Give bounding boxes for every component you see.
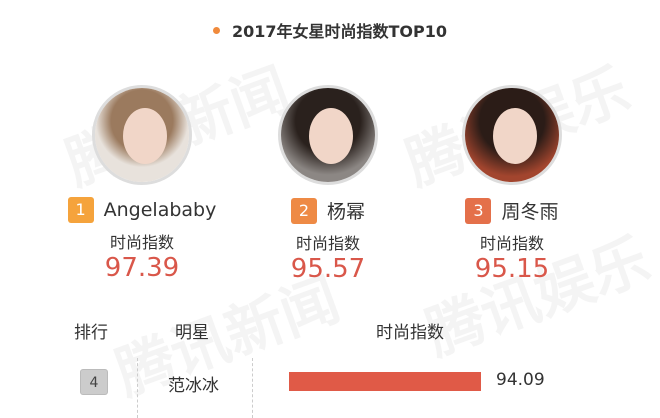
rank-badge: 4 (80, 369, 108, 395)
divider (252, 358, 253, 418)
star-name: Angelababy (103, 199, 217, 221)
avatar (462, 85, 562, 185)
header-rank: 排行 (74, 323, 108, 343)
index-label: 时尚指数 (109, 233, 174, 252)
star-card-2: 2 杨幂 时尚指数 95.57 (228, 85, 428, 284)
chart-title: 2017年女星时尚指数TOP10 (0, 18, 660, 42)
star-card-3: 3 周冬雨 时尚指数 95.15 (412, 85, 612, 284)
index-label: 时尚指数 (479, 234, 544, 253)
rank-badge: 3 (465, 197, 492, 224)
header-index: 时尚指数 (376, 323, 444, 343)
index-value: 95.15 (474, 254, 550, 284)
index-label: 时尚指数 (295, 234, 360, 253)
rank-badge: 2 (290, 197, 317, 224)
bullet-dot-icon (212, 27, 220, 34)
index-value: 97.39 (104, 253, 180, 283)
rank-badge: 1 (67, 197, 94, 223)
title-text: 2017年女星时尚指数TOP10 (231, 22, 448, 41)
header-star: 明星 (175, 323, 209, 343)
bar (289, 372, 481, 391)
avatar (92, 85, 192, 185)
star-card-1: 1 Angelababy 时尚指数 97.39 (42, 85, 242, 283)
star-name: 周冬雨 (501, 201, 559, 223)
star-name: 杨幂 (326, 201, 365, 223)
divider (137, 358, 138, 418)
star-name: 范冰冰 (168, 376, 219, 396)
avatar (278, 85, 378, 185)
index-value: 95.57 (290, 254, 366, 284)
bar-value-label: 94.09 (496, 370, 545, 390)
